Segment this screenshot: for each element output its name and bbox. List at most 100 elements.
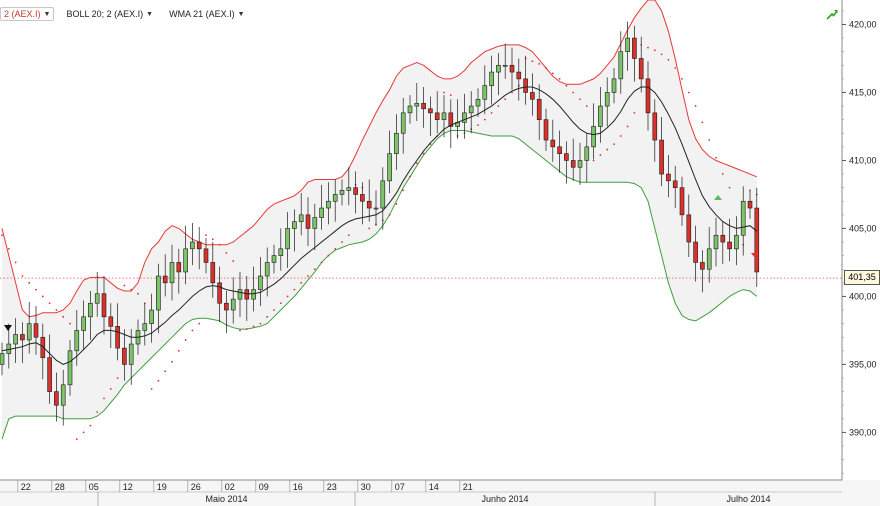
candle-body [740, 200, 746, 236]
dropdown-icon[interactable]: ▼ [237, 10, 245, 18]
sar-dot [157, 379, 160, 382]
x-day-label: 30 [361, 482, 371, 492]
sar-dot [483, 118, 486, 121]
sar-dot [388, 213, 391, 216]
candle-body [489, 71, 494, 86]
candle-body [128, 343, 134, 365]
sar-dot [109, 387, 112, 390]
sar-dot [490, 111, 493, 114]
candle-body [598, 105, 603, 127]
candle-body [312, 217, 318, 229]
y-tick-label: 410,00 [849, 155, 877, 165]
sar-dot [286, 295, 289, 298]
candle-body [13, 334, 18, 345]
candle-body [210, 262, 216, 284]
dropdown-icon[interactable]: ▼ [43, 10, 51, 18]
candle-body [332, 194, 338, 202]
candle-body [645, 78, 651, 114]
candle-body [285, 228, 290, 250]
sar-dot [259, 322, 262, 325]
sar-dot [103, 397, 105, 400]
sar-dot [660, 53, 663, 56]
sar-dot [211, 238, 214, 241]
candle-body [88, 302, 93, 318]
sar-dot [191, 329, 194, 332]
sar-dot [218, 243, 221, 246]
x-day-label: 21 [463, 482, 473, 492]
sar-dot [96, 411, 99, 413]
parabolic-sar-dots [1, 43, 758, 441]
sar-dot [592, 159, 595, 162]
sar-dot [497, 105, 500, 107]
sar-dot [551, 72, 554, 75]
sar-dot [531, 60, 534, 63]
sar-dot [545, 67, 547, 69]
candle-body [81, 316, 86, 331]
last-price-badge: 401,35 [844, 270, 880, 285]
sar-dot [558, 77, 561, 80]
dropdown-icon[interactable]: ▼ [146, 10, 154, 18]
sar-dot [572, 91, 575, 94]
sar-dot [715, 156, 717, 159]
sar-dot [708, 139, 711, 141]
candle-body [203, 248, 209, 263]
candle-body [74, 330, 80, 352]
candle-body [326, 200, 331, 209]
lower-bollinger-line [1, 130, 758, 440]
candle-body [162, 275, 168, 284]
candle-body [468, 105, 474, 114]
candle-body [421, 103, 426, 110]
sar-dot [137, 292, 139, 295]
sar-dot [565, 84, 568, 87]
legend-label-sar: 2 (AEX.I) [4, 9, 41, 19]
candle-body [264, 262, 270, 277]
sar-dot [7, 247, 10, 250]
candle-body [346, 187, 352, 191]
sar-dot [409, 175, 411, 178]
candle-body [115, 326, 120, 349]
candle-body [176, 262, 182, 273]
sar-dot [449, 94, 452, 97]
candle-body [26, 323, 32, 341]
sar-dot [75, 438, 78, 441]
legend-label-wma: WMA 21 (AEX.I) [169, 9, 235, 19]
sar-dot [205, 234, 207, 237]
sar-dot [347, 234, 350, 237]
candle-body [638, 58, 644, 80]
legend-item-sar[interactable]: 2 (AEX.I) ▼ [0, 7, 55, 21]
sar-dot [293, 288, 296, 291]
y-tick-label: 390,00 [849, 427, 877, 437]
sar-dot [681, 77, 683, 80]
candle-body [577, 160, 583, 168]
sar-dot [511, 91, 513, 94]
sar-dot [477, 124, 479, 126]
x-month-label: Maio 2014 [205, 494, 247, 504]
candle-body [20, 334, 25, 341]
sar-dot [14, 261, 17, 264]
candle-body [366, 200, 372, 209]
sar-dot [177, 349, 180, 352]
sar-dot [82, 431, 85, 434]
candle-body [727, 241, 732, 250]
legend-item-bollinger[interactable]: BOLL 20; 2 (AEX.I) ▼ [62, 7, 157, 21]
trend-up-arrow-icon[interactable] [826, 7, 838, 20]
candle-body [142, 323, 148, 331]
x-day-label: 26 [191, 482, 201, 492]
sar-dot [633, 111, 636, 114]
candle-body [570, 160, 576, 168]
candle-body [462, 112, 467, 123]
sar-dot [402, 189, 405, 192]
sar-dot [69, 322, 71, 325]
x-day-label: 07 [395, 482, 405, 492]
sar-dot [41, 295, 44, 298]
candle-body [101, 293, 107, 318]
candle-body [169, 262, 175, 284]
x-day-label: 19 [157, 482, 167, 492]
legend-item-wma[interactable]: WMA 21 (AEX.I) ▼ [165, 7, 248, 21]
candle-body [543, 119, 549, 141]
candle-body [414, 103, 420, 107]
candle-body [217, 282, 222, 304]
candle-body [530, 92, 535, 100]
